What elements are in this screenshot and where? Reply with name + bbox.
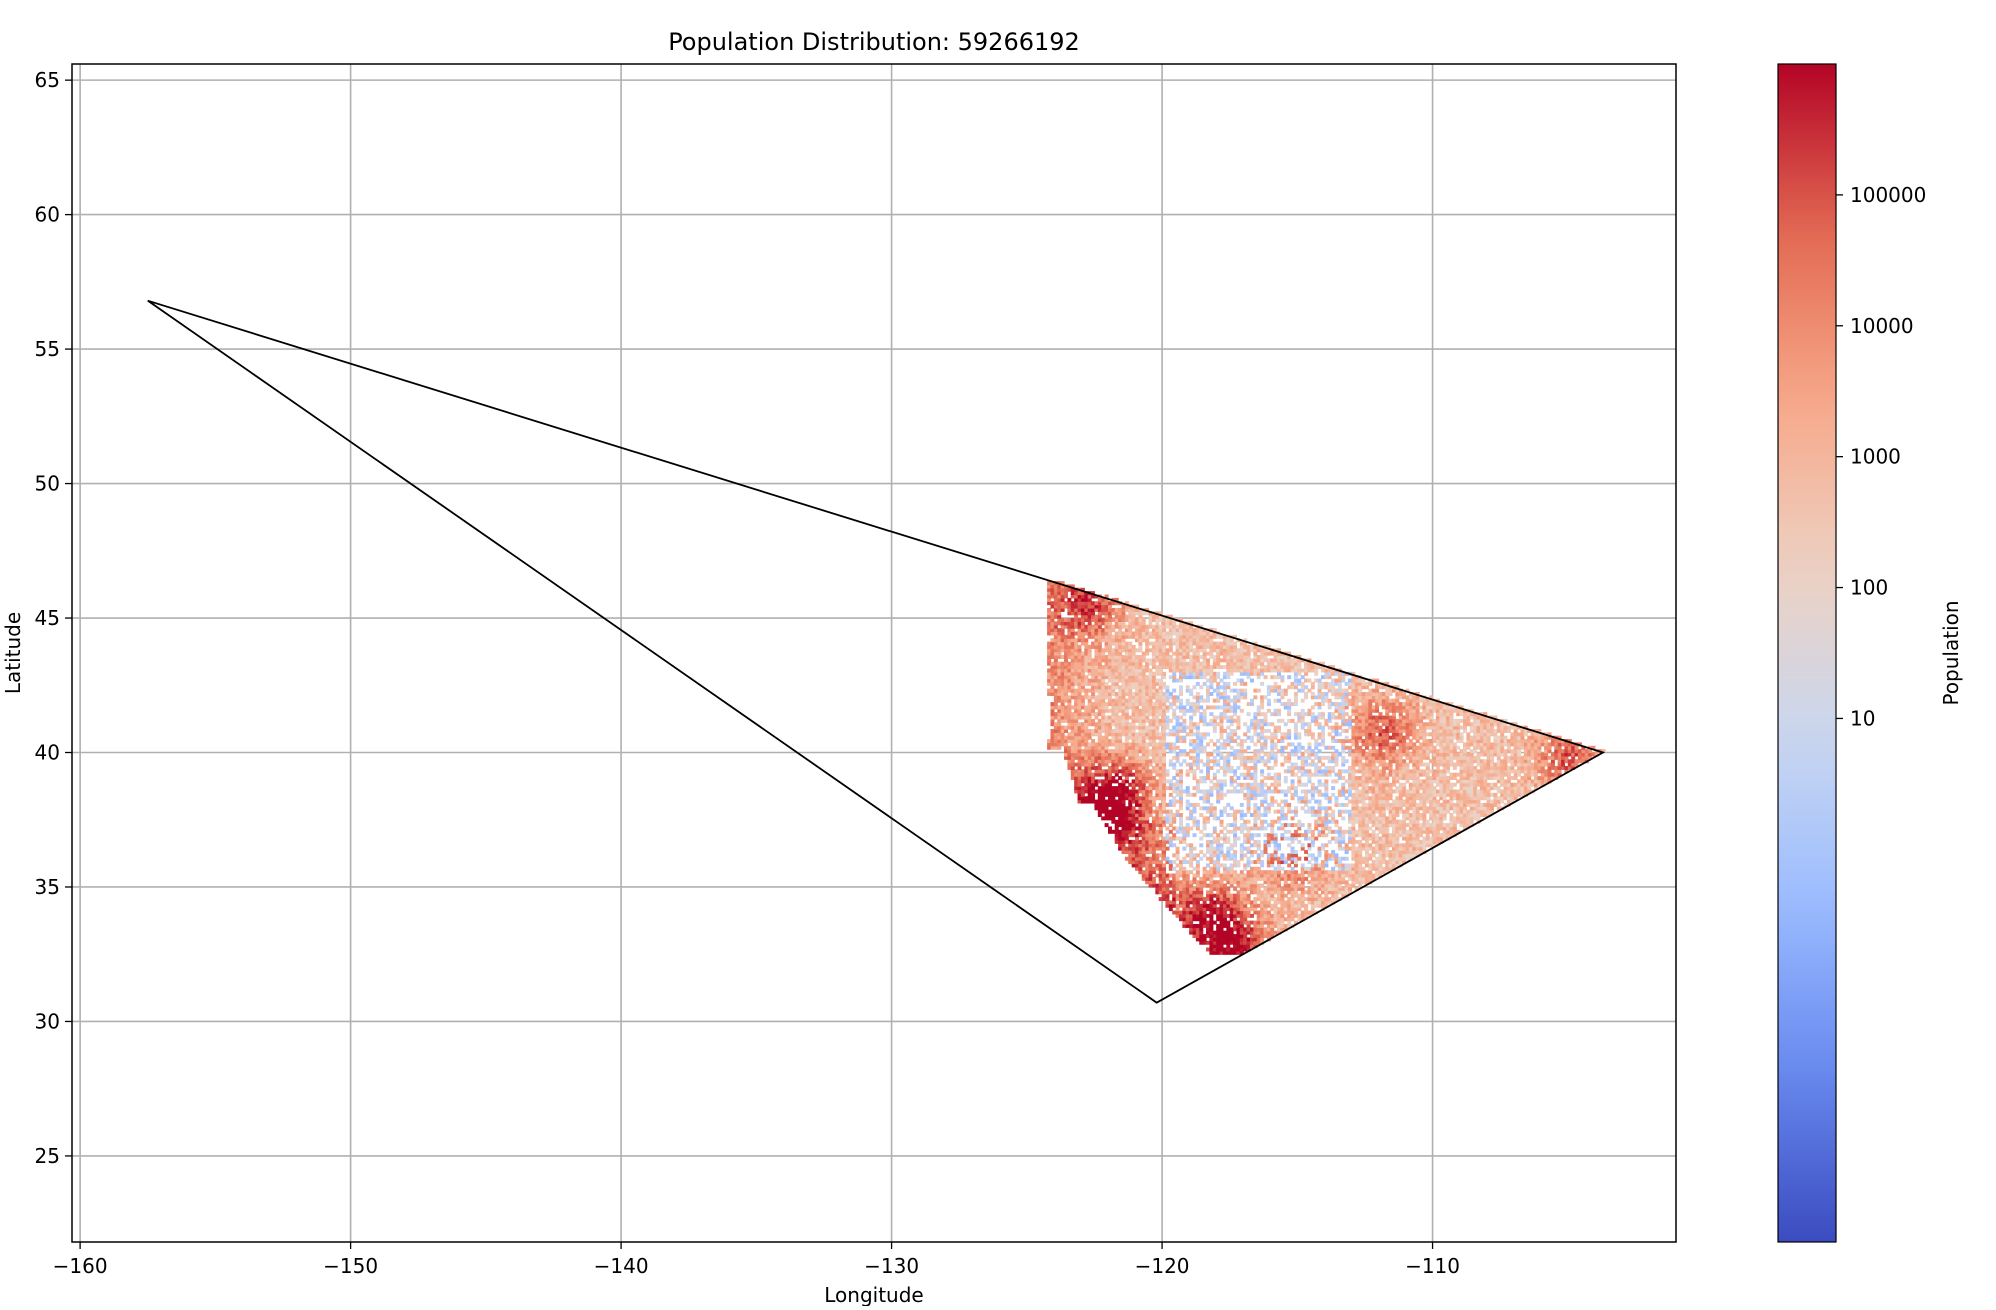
heatmap-cell	[1105, 823, 1109, 827]
heatmap-cell	[1223, 779, 1227, 783]
heatmap-cell	[1284, 800, 1288, 804]
heatmap-cell	[1169, 810, 1173, 814]
heatmap-cell	[1257, 840, 1261, 844]
heatmap-cell	[1331, 786, 1335, 790]
heatmap-cell	[1307, 742, 1311, 746]
heatmap-cell	[1345, 736, 1349, 740]
heatmap-cell	[1280, 853, 1284, 857]
heatmap-cell	[1331, 746, 1335, 750]
heatmap-cell	[1277, 773, 1281, 777]
heatmap-cell	[1199, 850, 1203, 854]
heatmap-cell	[1307, 769, 1311, 773]
heatmap-cell	[1193, 833, 1197, 837]
heatmap-cell	[1240, 810, 1244, 814]
heatmap-cell	[1301, 863, 1305, 867]
heatmap-cell	[1182, 749, 1186, 753]
heatmap-cell	[1243, 722, 1247, 726]
heatmap-cell	[1260, 769, 1264, 773]
heatmap-cell	[1294, 806, 1298, 810]
heatmap-cell	[1294, 763, 1298, 767]
heatmap-cell	[1267, 729, 1271, 733]
heatmap-cell	[1247, 820, 1251, 824]
heatmap-cell	[1189, 843, 1193, 847]
heatmap-cell	[1267, 773, 1271, 777]
heatmap-cell	[1307, 823, 1311, 827]
heatmap-cell	[1335, 722, 1339, 726]
heatmap-cell	[1345, 857, 1349, 861]
heatmap-cell	[1297, 742, 1301, 746]
heatmap-cell	[1223, 863, 1227, 867]
heatmap-cell	[1257, 833, 1261, 837]
heatmap-cell	[1199, 843, 1203, 847]
heatmap-cell	[1253, 803, 1257, 807]
heatmap-cell	[1209, 739, 1213, 743]
heatmap-cell	[1284, 776, 1288, 780]
heatmap-cell	[1311, 853, 1315, 857]
heatmap-cell	[1226, 803, 1230, 807]
heatmap-cell	[1311, 806, 1315, 810]
heatmap-cell	[1270, 796, 1274, 800]
heatmap-cell	[1270, 722, 1274, 726]
heatmap-cell	[1264, 820, 1268, 824]
heatmap-cell	[1318, 800, 1322, 804]
heatmap-cell	[1291, 779, 1295, 783]
heatmap-cell	[1182, 759, 1186, 763]
heatmap-cell	[1328, 806, 1332, 810]
heatmap-cell	[1331, 850, 1335, 854]
heatmap-cells	[1047, 581, 1605, 955]
heatmap-cell	[1287, 729, 1291, 733]
heatmap-cell	[1331, 793, 1335, 797]
grid	[72, 64, 1676, 1242]
heatmap-cell	[1186, 800, 1190, 804]
heatmap-cell	[1291, 742, 1295, 746]
heatmap-cell	[1324, 779, 1328, 783]
heatmap-cell	[1213, 826, 1217, 830]
heatmap-cell	[1206, 732, 1210, 736]
heatmap-cell	[1186, 823, 1190, 827]
heatmap-cell	[1199, 813, 1203, 817]
heatmap-cell	[1240, 803, 1244, 807]
heatmap-cell	[1287, 830, 1291, 834]
heatmap-cell	[1297, 820, 1301, 824]
heatmap-cell	[1186, 786, 1190, 790]
heatmap-cell	[1179, 769, 1183, 773]
heatmap-cell	[1318, 779, 1322, 783]
heatmap-cell	[1277, 726, 1281, 730]
heatmap-cell	[1196, 803, 1200, 807]
chart-title: Population Distribution: 59266192	[668, 28, 1080, 56]
heatmap-cell	[1247, 746, 1251, 750]
